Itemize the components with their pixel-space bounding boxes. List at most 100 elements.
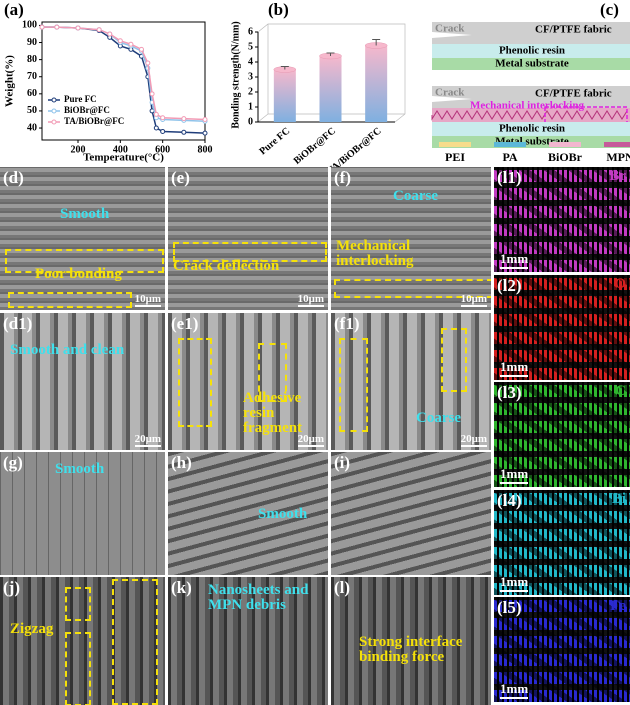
data-point — [181, 116, 187, 122]
data-point — [107, 31, 113, 37]
element-map: (l3) C 1mm — [494, 382, 630, 488]
error-bar — [280, 66, 289, 70]
dashed-box — [112, 579, 158, 705]
panel-label: (c) — [600, 0, 619, 19]
micrograph: (i) — [331, 452, 491, 575]
resin — [432, 122, 630, 136]
dashed-box — [334, 279, 491, 298]
panel-label: (b) — [268, 0, 289, 19]
data-point — [96, 27, 102, 33]
x-tick-label: 600 — [155, 144, 170, 155]
data-point — [153, 125, 159, 131]
dashed-box — [339, 338, 368, 432]
element-label: Br — [609, 168, 626, 184]
element-map: (l4) Bi 1mm — [494, 489, 630, 595]
y-tick-label: 6 — [248, 26, 253, 37]
legend-swatch — [494, 142, 526, 147]
micrograph: (e1) Adhesive resin fragment 20μm — [168, 313, 328, 450]
panel-label: (l1) — [497, 168, 522, 187]
diagram-label: Crack — [435, 23, 465, 35]
legend-swatch — [439, 142, 471, 147]
data-point — [39, 24, 45, 30]
panel-label: (f) — [334, 168, 351, 187]
resin — [432, 44, 630, 58]
annotation: Poor bonding — [35, 266, 122, 282]
map-shade — [494, 274, 630, 380]
y-tick-label: 90 — [27, 37, 37, 48]
panel-label: (f1) — [334, 314, 360, 333]
diagram-label: Crack — [435, 87, 465, 99]
y-tick-label: 3 — [248, 71, 253, 82]
panel-label: (l) — [334, 578, 351, 597]
crack — [432, 32, 472, 38]
panel-label: (d1) — [3, 314, 33, 333]
y-axis-label: Weight(%) — [4, 55, 16, 107]
legend-label: BiOBr@FC — [64, 105, 110, 115]
scale-bar: 1mm — [500, 251, 529, 269]
legend-label: PEI — [445, 150, 465, 164]
legend-marker — [51, 97, 57, 103]
annotation: Zigzag — [10, 621, 54, 637]
data-point — [138, 46, 144, 52]
element-label: Bi — [611, 490, 626, 507]
legend-label: PA — [502, 150, 517, 164]
x-axis-label: Temperature(°C) — [83, 152, 164, 164]
panel-label: (g) — [3, 453, 23, 472]
micrograph: (d) Smooth Poor bonding 10μm — [0, 167, 165, 310]
annotation: Smooth and clean — [10, 342, 125, 358]
scale-bar: 10μm — [460, 293, 487, 307]
element-label: C — [615, 383, 626, 400]
x-tick-label: BiOBr@FC — [292, 126, 338, 167]
annotation: Adhesive resin fragment — [243, 390, 303, 436]
micrograph: (h) Smooth — [168, 452, 328, 575]
annotation: Mechanical interlocking — [336, 238, 414, 269]
x-tick-label: 200 — [70, 144, 85, 155]
panel-label: (e1) — [171, 314, 199, 333]
top-row: (a)200 400 600 800405060708090100Temperatur… — [4, 0, 630, 167]
panel-label: (d) — [3, 168, 24, 187]
y-tick-label: 50 — [27, 105, 37, 116]
scale-bar: 1mm — [500, 359, 529, 377]
annotation: Smooth — [60, 206, 110, 222]
annotation: Strong interface binding force — [359, 634, 463, 665]
plot-frame — [41, 21, 206, 141]
annotation: Nanosheets and MPN debris — [208, 582, 309, 613]
dashed-box — [441, 328, 467, 392]
panel-label: (k) — [171, 578, 192, 597]
annotation: Coarse — [416, 410, 461, 426]
x-tick-label: 400 — [113, 144, 128, 155]
substrate — [432, 58, 630, 70]
scale-bar: 1mm — [500, 574, 529, 592]
diagram-label: Phenolic resin — [499, 45, 565, 57]
bar — [319, 56, 342, 122]
y-tick-label: 80 — [27, 54, 37, 65]
micrograph: (g) Smooth — [0, 452, 165, 575]
element-map: (l1) Br 1mm — [494, 167, 630, 272]
diagram-label: Mechanical interlocking — [470, 100, 584, 112]
panel-label: (e) — [171, 168, 190, 187]
data-point — [75, 25, 81, 31]
y-tick-label: 40 — [27, 122, 37, 133]
micrograph: (d1) Smooth and clean 20μm — [0, 313, 165, 450]
data-point — [202, 116, 208, 122]
map-shade — [494, 382, 630, 488]
legend-marker — [51, 119, 57, 125]
y-tick-label: 60 — [27, 88, 37, 99]
annotation: Smooth — [55, 461, 105, 477]
y-tick-label: 5 — [248, 41, 253, 52]
scale-bar: 10μm — [134, 293, 161, 307]
scale-bar: 20μm — [134, 433, 161, 447]
panel-label: (l5) — [497, 598, 522, 618]
legend-label: TA/BiOBr@FC — [64, 116, 124, 126]
data-point — [153, 111, 159, 117]
panel-label: (a) — [4, 0, 24, 19]
element-map: (l2) O 1mm — [494, 274, 630, 380]
annotation: Crack deflection — [173, 258, 280, 274]
dashed-box — [65, 632, 91, 705]
legend-marker — [51, 108, 57, 114]
diagram-label: Metal substrate — [495, 58, 569, 70]
dashed-box — [258, 343, 287, 402]
panel-label: (j) — [3, 578, 20, 597]
legend-label: BiOBr — [548, 150, 583, 164]
